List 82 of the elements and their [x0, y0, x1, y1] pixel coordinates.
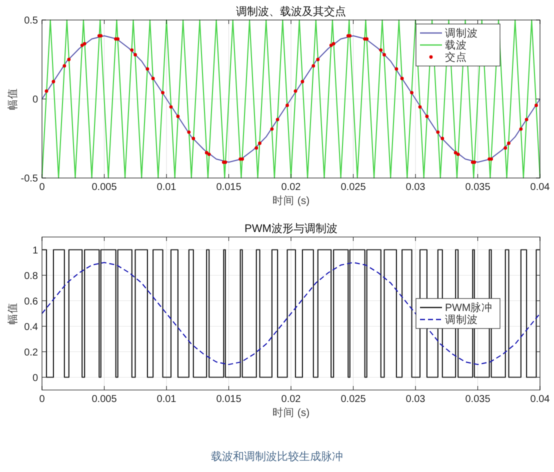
point: [382, 53, 386, 56]
y-axis-title: 幅值: [7, 88, 19, 110]
legend-label: 调制波: [445, 313, 478, 326]
point: [169, 105, 173, 109]
y-tick-label: 0: [32, 372, 38, 384]
point: [440, 136, 444, 140]
point: [192, 136, 196, 140]
x-tick-label: 0.025: [340, 394, 366, 405]
point: [379, 48, 383, 52]
point: [294, 89, 298, 93]
point: [134, 53, 137, 56]
point: [52, 80, 56, 84]
x-tick-label: 0.04: [530, 182, 550, 193]
point: [130, 48, 134, 52]
point: [44, 89, 48, 93]
chart-title: 调制波、载波及其交点: [236, 5, 346, 18]
point: [146, 67, 150, 71]
point: [276, 118, 280, 122]
point: [425, 114, 429, 118]
x-tick-label: 0.025: [340, 182, 366, 193]
x-tick-label: 0: [39, 394, 46, 405]
x-tick-label: 0.03: [406, 394, 426, 405]
x-tick-label: 0: [39, 182, 46, 193]
point: [286, 104, 289, 108]
y-tick-label: -0.5: [20, 174, 38, 184]
point: [329, 44, 333, 47]
x-axis-title: 时间 (s): [272, 406, 310, 419]
point: [400, 76, 404, 80]
point: [534, 104, 538, 108]
point: [519, 127, 523, 131]
point: [80, 44, 84, 47]
line-series: [41, 262, 541, 366]
point: [507, 142, 510, 145]
point: [161, 90, 164, 94]
y-tick-label: 0: [32, 94, 38, 106]
x-tick-label: 0.01: [156, 394, 177, 405]
x-tick-label: 0.03: [406, 182, 426, 193]
point: [394, 67, 398, 71]
legend-label: 调制波: [445, 26, 478, 40]
point: [410, 90, 414, 94]
point: [270, 127, 274, 131]
x-tick-label: 0.005: [92, 394, 118, 405]
point: [456, 152, 460, 156]
point: [187, 130, 191, 134]
point: [176, 114, 180, 118]
x-tick-label: 0.035: [465, 394, 491, 405]
legend-label: 载波: [445, 38, 467, 52]
point: [436, 130, 440, 134]
x-tick-label: 0.02: [281, 182, 302, 193]
point: [67, 58, 71, 62]
y-tick-label: 0.6: [24, 296, 38, 308]
y-tick-label: 0.4: [24, 322, 38, 333]
x-tick-label: 0.015: [216, 394, 242, 405]
x-axis-title: 时间 (s): [272, 194, 310, 207]
point: [300, 80, 304, 84]
legend-label: PWM脉冲: [445, 301, 493, 314]
point: [254, 146, 258, 150]
point: [312, 64, 316, 68]
point: [82, 42, 86, 46]
x-tick-label: 0.015: [216, 182, 242, 193]
x-tick-label: 0.02: [281, 394, 302, 405]
chart-title: PWM波形与调制波: [244, 222, 338, 235]
x-tick-label: 0.01: [156, 182, 177, 193]
point: [258, 142, 262, 145]
point: [504, 146, 508, 150]
text: 载波和调制波比较生成脉冲: [211, 450, 343, 463]
x-tick-label: 0.035: [465, 182, 491, 193]
y-axis-title: 幅值: [7, 302, 19, 324]
point: [524, 118, 528, 122]
point: [62, 64, 66, 68]
y-tick-label: 0.8: [24, 270, 38, 282]
point: [316, 58, 320, 62]
x-tick-label: 0.04: [530, 394, 550, 405]
point: [207, 152, 211, 156]
y-tick-label: 0.2: [24, 347, 38, 358]
x-tick-label: 0.005: [92, 182, 118, 193]
point: [418, 105, 422, 109]
y-tick-label: 0.5: [24, 16, 38, 26]
point: [151, 76, 155, 80]
legend-label: 交点: [445, 50, 467, 64]
point: [332, 42, 336, 46]
y-tick-label: 1: [32, 245, 38, 256]
